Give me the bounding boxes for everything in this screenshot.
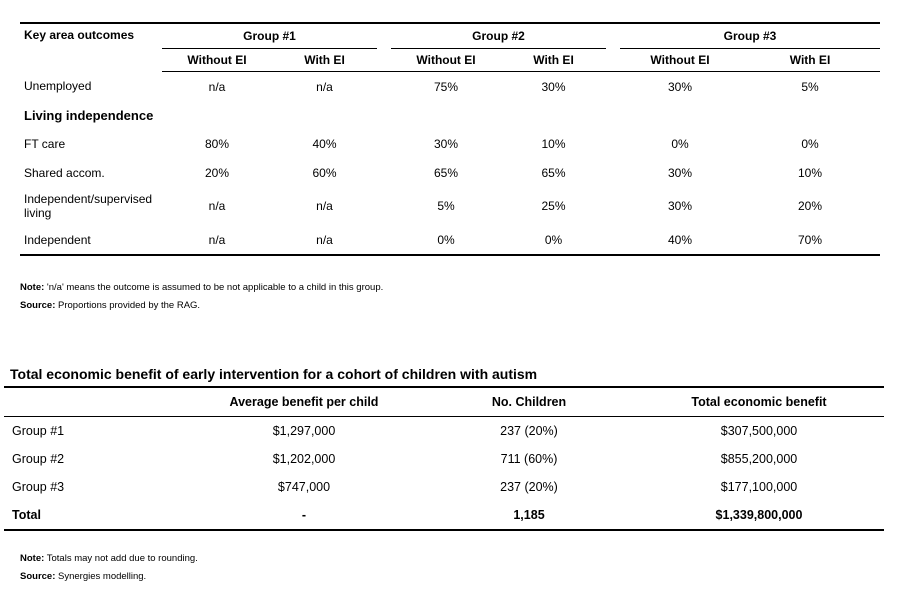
g2-without-ei: Without EI	[391, 48, 501, 72]
note-label: Note:	[20, 553, 45, 564]
table-row: Unemployed n/a n/a 75% 30% 30% 5%	[20, 72, 880, 102]
benefit-table-title: Total economic benefit of early interven…	[10, 366, 538, 382]
row-label: Group #2	[12, 452, 65, 466]
g3-without-ei: Without EI	[620, 48, 740, 72]
total-row: Total - 1,185 $1,339,800,000	[4, 501, 884, 530]
table-row: Independent n/a n/a 0% 0% 40% 70%	[20, 225, 880, 255]
row-label: Total	[12, 508, 41, 522]
cell: $307,500,000	[720, 424, 798, 438]
g3-with-ei: With EI	[740, 48, 880, 72]
cell: 40%	[667, 232, 693, 247]
cell: $1,202,000	[272, 452, 336, 466]
cell: n/a	[208, 199, 226, 213]
row-label: Unemployed	[24, 79, 92, 94]
header-cell	[4, 387, 184, 417]
table-row: Independent/supervised living n/a n/a 5%…	[20, 187, 880, 225]
header-no-children: No. Children	[424, 387, 634, 417]
note-label: Note:	[20, 282, 45, 293]
cell: 30%	[541, 79, 566, 94]
cell: n/a	[316, 199, 333, 213]
table-row: Shared accom. 20% 60% 65% 65% 30% 10%	[20, 158, 880, 187]
cell: $1,339,800,000	[715, 508, 803, 522]
cell: 0%	[437, 232, 455, 247]
cell: 25%	[541, 199, 566, 213]
cell: 30%	[667, 79, 693, 94]
outcomes-note: Note: 'n/a' means the outcome is assumed…	[20, 282, 383, 293]
table-row: FT care 80% 40% 30% 10% 0% 0%	[20, 129, 880, 158]
cell: 237 (20%)	[500, 424, 558, 438]
cell: n/a	[316, 79, 333, 94]
outcomes-table: Key area outcomes Group #1 Group #2 Grou…	[20, 22, 880, 256]
source-label: Source:	[20, 571, 56, 582]
cell: $855,200,000	[720, 452, 798, 466]
table-row: Group #1 $1,297,000 237 (20%) $307,500,0…	[4, 417, 884, 446]
header-row: Average benefit per child No. Children T…	[4, 387, 884, 417]
cell: 10%	[541, 136, 566, 151]
row-label: Independent/supervised living	[24, 192, 153, 220]
group-3-header: Group #3	[620, 23, 880, 49]
key-area-header: Key area outcomes	[24, 28, 135, 42]
cell: 10%	[797, 165, 823, 180]
cell: 30%	[667, 165, 693, 180]
cell: 237 (20%)	[500, 480, 558, 494]
outcomes-source: Source: Proportions provided by the RAG.	[20, 300, 200, 311]
table-row: Group #3 $747,000 237 (20%) $177,100,000	[4, 473, 884, 501]
cell: $177,100,000	[720, 480, 798, 494]
benefit-table: Average benefit per child No. Children T…	[4, 386, 884, 531]
table-row: Group #2 $1,202,000 711 (60%) $855,200,0…	[4, 445, 884, 473]
row-label: Shared accom.	[24, 165, 105, 180]
benefit-source: Source: Synergies modelling.	[20, 571, 146, 582]
row-label: Independent	[24, 232, 91, 247]
cell: 5%	[801, 79, 819, 94]
cell: 20%	[204, 165, 230, 180]
cell: 75%	[433, 79, 459, 94]
source-label: Source:	[20, 300, 56, 311]
group-2-header: Group #2	[391, 23, 606, 49]
cell: 20%	[797, 199, 823, 213]
cell: n/a	[208, 232, 226, 247]
cell: n/a	[316, 232, 333, 247]
row-label: Group #3	[12, 480, 65, 494]
g1-with-ei: With EI	[272, 48, 377, 72]
cell: 60%	[312, 165, 337, 180]
g2-with-ei: With EI	[501, 48, 606, 72]
cell: 80%	[204, 136, 230, 151]
cell: 30%	[667, 199, 693, 213]
header-avg-benefit: Average benefit per child	[184, 387, 424, 417]
cell: n/a	[208, 79, 226, 94]
note-text: 'n/a' means the outcome is assumed to be…	[46, 282, 384, 293]
cell: 0%	[671, 136, 689, 151]
cell: 70%	[797, 232, 823, 247]
section-row: Living independence	[20, 101, 880, 129]
cell: $1,297,000	[272, 424, 336, 438]
cell: $747,000	[277, 480, 331, 494]
group-1-header: Group #1	[162, 23, 377, 49]
cell: 0%	[801, 136, 819, 151]
cell: 711 (60%)	[500, 452, 558, 466]
cell: 0%	[544, 232, 563, 247]
g1-without-ei: Without EI	[162, 48, 272, 72]
cell: 65%	[433, 165, 459, 180]
note-text: Totals may not add due to rounding.	[46, 553, 198, 564]
cell: 5%	[437, 199, 455, 213]
source-text: Proportions provided by the RAG.	[58, 300, 201, 311]
cell: -	[301, 508, 307, 522]
row-label: FT care	[24, 136, 66, 151]
section-label: Living independence	[24, 107, 154, 123]
header-total-benefit: Total economic benefit	[634, 387, 884, 417]
cell: 1,185	[513, 508, 545, 522]
cell: 40%	[312, 136, 337, 151]
benefit-note: Note: Totals may not add due to rounding…	[20, 553, 198, 564]
source-text: Synergies modelling.	[58, 571, 147, 582]
cell: 65%	[541, 165, 566, 180]
row-label: Group #1	[12, 424, 65, 438]
cell: 30%	[433, 136, 459, 151]
